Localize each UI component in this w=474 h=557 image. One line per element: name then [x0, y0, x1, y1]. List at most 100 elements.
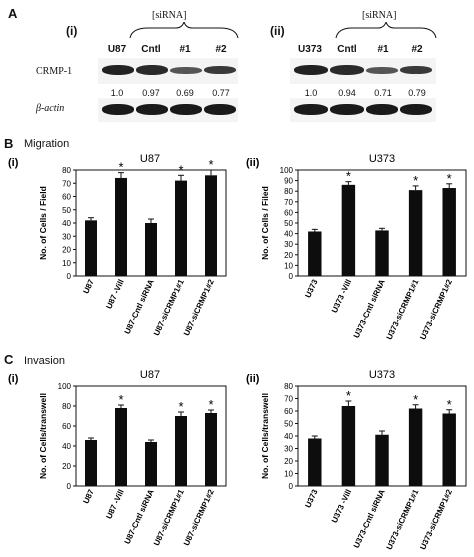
y-tick-label: 70: [62, 179, 71, 188]
bar: [205, 413, 217, 486]
band: [136, 104, 168, 115]
x-tick-label: U87-siCRMP1#1: [152, 488, 186, 548]
ratio-value: 0.77: [212, 88, 230, 98]
ratio-value: 0.79: [408, 88, 426, 98]
blot-actin-i: [98, 98, 238, 122]
chart-title: U87: [140, 369, 160, 381]
significance-asterisk: *: [413, 173, 418, 188]
x-tick-label: U87-Cntl siRNA: [123, 488, 156, 546]
ratio-value: 1.0: [110, 88, 124, 98]
bar: [375, 230, 389, 276]
y-tick-label: 100: [58, 382, 72, 391]
chart-sub-label: (ii): [246, 373, 260, 385]
y-axis-label: No. of Cells / Field: [38, 186, 48, 260]
y-tick-label: 30: [284, 240, 293, 249]
bar: [175, 416, 187, 486]
bar: [408, 190, 423, 276]
significance-asterisk: *: [346, 388, 351, 403]
bar: [375, 434, 389, 486]
lane-label: U373: [298, 44, 322, 55]
y-tick-label: 0: [289, 482, 294, 491]
significance-asterisk: *: [208, 397, 213, 412]
chart-migration-u87: (i) U87 No. of Cells / Field 0 10 20 30 40 50 60 7…: [8, 153, 227, 337]
chart-title: U373: [369, 369, 395, 381]
y-tick-label: 40: [284, 432, 293, 441]
band: [400, 104, 432, 115]
x-tick-label: U373 -Vill: [330, 278, 353, 314]
x-tick-label: U373: [303, 278, 319, 300]
band: [330, 65, 364, 75]
lane-label: Cntl: [141, 44, 161, 55]
y-tick-label: 30: [284, 445, 293, 454]
y-tick-label: 50: [284, 219, 293, 228]
bar: [341, 184, 356, 276]
x-tick-label: U87-siCRMP1#2: [182, 488, 216, 548]
panel-a-sub-ii: (ii): [270, 24, 285, 38]
lane-label: U87: [107, 44, 127, 55]
significance-asterisk: *: [346, 169, 351, 184]
lane-label: Cntl: [337, 44, 357, 55]
x-tick-label: U373 -Vill: [330, 488, 353, 524]
panel-c-section-title: Invasion: [24, 355, 65, 367]
x-tick-label: U87 -Vill: [104, 278, 125, 310]
x-tick-label: U87: [81, 278, 96, 296]
x-tick-label: U373-siCRMP1#1: [385, 488, 421, 552]
bar: [442, 413, 456, 486]
chart-sub-label: (ii): [246, 157, 260, 169]
x-tick-label: U373: [303, 488, 319, 510]
y-axis-label: No. of Cells / Filed: [260, 186, 270, 260]
significance-asterisk: *: [413, 392, 418, 407]
y-tick-label: 20: [62, 246, 71, 255]
y-tick-label: 80: [62, 402, 71, 411]
band: [204, 104, 236, 115]
y-tick-label: 70: [284, 198, 293, 207]
x-tick-label: U373-Cntl siRNA: [352, 488, 387, 550]
ratio-value: 1.0: [304, 88, 318, 98]
sirna-label-i: [siRNA]: [152, 10, 187, 21]
blot-crmp1-ii: [290, 58, 436, 84]
x-tick-label: U373-siCRMP1#2: [418, 488, 454, 552]
y-axis-label: No. of Cells/transwell: [38, 393, 48, 479]
band: [170, 104, 202, 115]
blot-crmp1-i: [98, 58, 238, 84]
band: [136, 65, 168, 75]
y-tick-label: 20: [62, 462, 71, 471]
band: [294, 104, 328, 115]
panel-a-sub-i: (i): [66, 24, 78, 38]
bar: [205, 175, 217, 276]
y-tick-label: 90: [284, 177, 293, 186]
bar: [115, 177, 127, 276]
y-tick-label: 100: [280, 166, 294, 175]
significance-asterisk: *: [208, 157, 213, 172]
ratio-value: 0.94: [338, 88, 356, 98]
y-tick-label: 50: [62, 206, 71, 215]
bar: [408, 408, 423, 486]
significance-asterisk: *: [178, 399, 183, 414]
bar: [115, 408, 127, 486]
y-tick-label: 60: [62, 193, 71, 202]
lane-label: #2: [411, 44, 423, 55]
sirna-label-ii: [siRNA]: [362, 10, 397, 21]
chart-invasion-u87: (i) U87 No. of Cells/transwell 0 20 40 60 80 100…: [8, 369, 227, 548]
y-tick-label: 70: [284, 395, 293, 404]
ratio-value: 0.69: [176, 88, 194, 98]
chart-sub-label: (i): [8, 157, 19, 169]
significance-asterisk: *: [447, 171, 452, 186]
chart-title: U87: [140, 153, 160, 165]
panel-a-letter: A: [8, 6, 18, 21]
row-label-beta-actin: β-actin: [36, 103, 65, 114]
band: [400, 66, 432, 74]
panel-b-letter: B: [4, 136, 14, 151]
bar: [85, 440, 97, 486]
blot-actin-ii: [290, 98, 436, 122]
y-tick-label: 30: [62, 232, 71, 241]
x-tick-label: U87: [81, 488, 96, 506]
band: [366, 104, 398, 115]
x-tick-label: U373-siCRMP1#1: [385, 278, 421, 342]
lane-label: #1: [377, 44, 389, 55]
y-tick-label: 20: [284, 457, 293, 466]
y-tick-label: 0: [289, 272, 294, 281]
bar: [145, 442, 157, 486]
bar: [145, 223, 157, 276]
y-tick-label: 40: [62, 219, 71, 228]
